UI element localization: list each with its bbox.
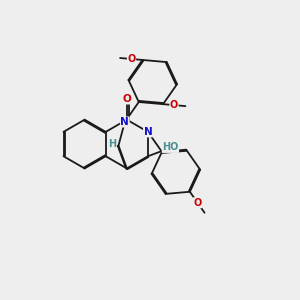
Text: O: O xyxy=(122,94,131,104)
Text: O: O xyxy=(128,54,136,64)
Text: O: O xyxy=(194,198,202,208)
Text: N: N xyxy=(144,127,152,137)
Text: O: O xyxy=(170,100,178,110)
Text: N: N xyxy=(120,117,129,127)
Text: H: H xyxy=(108,139,116,149)
Text: HO: HO xyxy=(162,142,178,152)
